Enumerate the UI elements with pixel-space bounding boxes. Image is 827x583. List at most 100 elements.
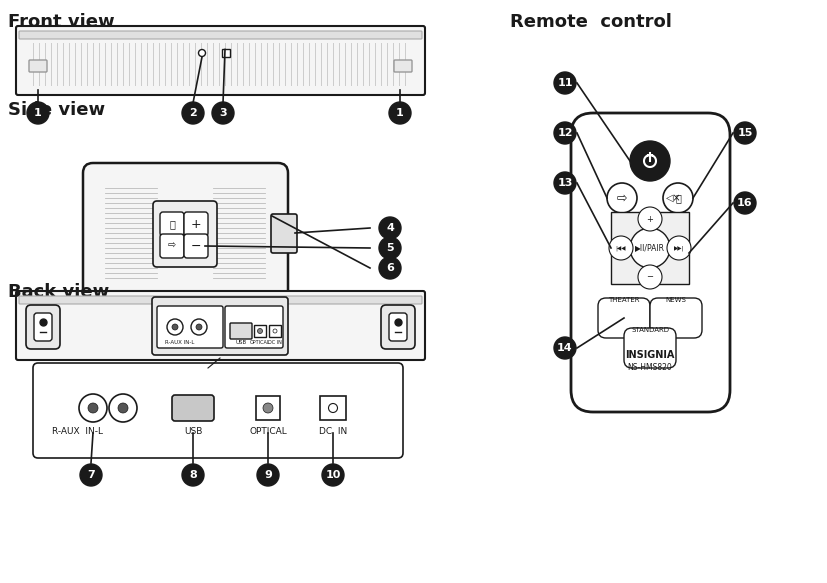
FancyBboxPatch shape: [230, 323, 252, 339]
Circle shape: [322, 464, 344, 486]
Text: ▶II/PAIR: ▶II/PAIR: [635, 244, 665, 252]
Text: ⏻: ⏻: [169, 219, 175, 229]
Circle shape: [196, 324, 202, 330]
FancyBboxPatch shape: [269, 325, 281, 337]
Circle shape: [328, 403, 337, 413]
Text: 1: 1: [396, 108, 404, 118]
Circle shape: [212, 102, 234, 124]
FancyBboxPatch shape: [16, 26, 425, 95]
FancyBboxPatch shape: [624, 328, 676, 368]
Text: 3: 3: [219, 108, 227, 118]
Text: INSIGNIA: INSIGNIA: [625, 350, 675, 360]
Text: 5: 5: [386, 243, 394, 253]
Circle shape: [198, 50, 205, 57]
Text: 2: 2: [189, 108, 197, 118]
Circle shape: [172, 324, 178, 330]
Text: ⇨: ⇨: [617, 191, 627, 205]
Circle shape: [27, 102, 49, 124]
Text: 9: 9: [264, 470, 272, 480]
FancyBboxPatch shape: [26, 305, 60, 349]
Circle shape: [734, 192, 756, 214]
FancyBboxPatch shape: [611, 212, 689, 284]
Circle shape: [80, 464, 102, 486]
Text: −: −: [647, 272, 653, 282]
Text: 13: 13: [557, 178, 572, 188]
Circle shape: [257, 328, 262, 333]
Text: 12: 12: [557, 128, 573, 138]
Text: 15: 15: [738, 128, 753, 138]
Text: ◁×: ◁×: [667, 193, 681, 203]
FancyBboxPatch shape: [389, 313, 407, 341]
Circle shape: [263, 403, 273, 413]
FancyBboxPatch shape: [571, 113, 730, 412]
FancyBboxPatch shape: [19, 296, 422, 304]
Circle shape: [379, 257, 401, 279]
Circle shape: [182, 102, 204, 124]
FancyBboxPatch shape: [256, 396, 280, 420]
FancyBboxPatch shape: [153, 201, 217, 267]
Text: ⇨: ⇨: [168, 241, 176, 251]
Text: +: +: [647, 215, 653, 223]
Text: 16: 16: [737, 198, 753, 208]
Circle shape: [630, 228, 670, 268]
Circle shape: [609, 236, 633, 260]
Text: DC  IN: DC IN: [319, 427, 347, 436]
Text: USB: USB: [236, 339, 246, 345]
Circle shape: [638, 265, 662, 289]
Text: R-AUX  IN-L: R-AUX IN-L: [52, 427, 103, 436]
FancyBboxPatch shape: [83, 163, 288, 303]
Text: DC IN: DC IN: [268, 339, 282, 345]
Circle shape: [379, 237, 401, 259]
FancyBboxPatch shape: [34, 313, 52, 341]
Circle shape: [182, 464, 204, 486]
Circle shape: [109, 394, 137, 422]
Circle shape: [554, 122, 576, 144]
Text: NS-HMS820: NS-HMS820: [628, 363, 672, 373]
Text: +: +: [191, 217, 201, 230]
FancyBboxPatch shape: [160, 212, 184, 236]
Circle shape: [389, 102, 411, 124]
Text: OPTICAL: OPTICAL: [249, 427, 287, 436]
FancyBboxPatch shape: [19, 31, 422, 39]
Text: Back view: Back view: [8, 283, 109, 301]
Text: 8: 8: [189, 470, 197, 480]
Text: Front view: Front view: [8, 13, 115, 31]
Circle shape: [118, 403, 128, 413]
FancyBboxPatch shape: [29, 60, 47, 72]
Circle shape: [554, 72, 576, 94]
Circle shape: [257, 464, 279, 486]
FancyBboxPatch shape: [157, 306, 223, 348]
FancyBboxPatch shape: [33, 363, 403, 458]
Text: 7: 7: [87, 470, 95, 480]
FancyBboxPatch shape: [152, 297, 288, 355]
Text: R-AUX IN-L: R-AUX IN-L: [165, 339, 194, 345]
FancyBboxPatch shape: [381, 305, 415, 349]
Text: |◀◀: |◀◀: [616, 245, 626, 251]
Circle shape: [167, 319, 183, 335]
Circle shape: [79, 394, 107, 422]
Circle shape: [273, 329, 277, 333]
FancyBboxPatch shape: [184, 234, 208, 258]
FancyBboxPatch shape: [160, 234, 184, 258]
Circle shape: [630, 141, 670, 181]
FancyBboxPatch shape: [254, 325, 266, 337]
Circle shape: [663, 183, 693, 213]
Text: 14: 14: [557, 343, 573, 353]
Text: NEWS: NEWS: [666, 297, 686, 303]
Text: 11: 11: [557, 78, 573, 88]
FancyBboxPatch shape: [320, 396, 346, 420]
FancyBboxPatch shape: [394, 60, 412, 72]
Circle shape: [554, 337, 576, 359]
Text: −: −: [191, 240, 201, 252]
FancyBboxPatch shape: [650, 298, 702, 338]
Circle shape: [734, 122, 756, 144]
Text: 🔇: 🔇: [675, 193, 681, 203]
FancyBboxPatch shape: [271, 214, 297, 253]
FancyBboxPatch shape: [16, 291, 425, 360]
FancyBboxPatch shape: [598, 298, 650, 338]
Text: STANDARD: STANDARD: [631, 327, 669, 333]
Circle shape: [191, 319, 207, 335]
Text: USB: USB: [184, 427, 202, 436]
Text: 6: 6: [386, 263, 394, 273]
FancyBboxPatch shape: [222, 49, 230, 57]
